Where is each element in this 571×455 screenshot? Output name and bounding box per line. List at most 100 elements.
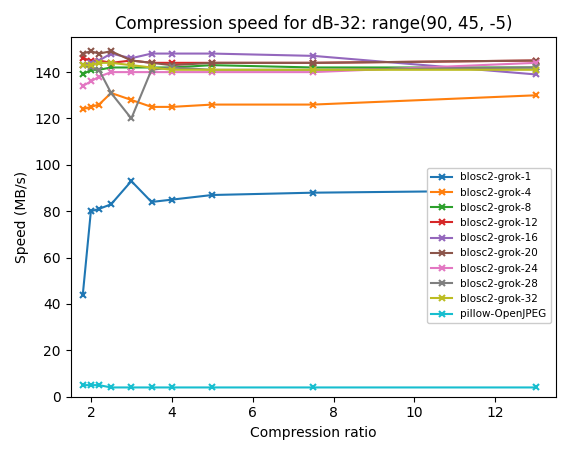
blosc2-grok-8: [79, 72, 86, 77]
blosc2-grok-20: [108, 49, 115, 54]
blosc2-grok-32: [128, 62, 135, 68]
pillow-OpenJPEG: [79, 382, 86, 388]
blosc2-grok-1: [168, 197, 175, 202]
pillow-OpenJPEG: [95, 382, 102, 388]
blosc2-grok-1: [95, 206, 102, 212]
blosc2-grok-32: [87, 62, 94, 68]
blosc2-grok-4: [532, 92, 539, 98]
blosc2-grok-12: [532, 58, 539, 63]
Line: blosc2-grok-12: blosc2-grok-12: [79, 55, 539, 66]
blosc2-grok-4: [148, 104, 155, 110]
blosc2-grok-12: [79, 56, 86, 61]
pillow-OpenJPEG: [532, 385, 539, 390]
blosc2-grok-28: [209, 67, 216, 72]
blosc2-grok-12: [95, 58, 102, 63]
pillow-OpenJPEG: [209, 385, 216, 390]
blosc2-grok-1: [87, 208, 94, 214]
blosc2-grok-12: [168, 60, 175, 66]
blosc2-grok-16: [209, 51, 216, 56]
blosc2-grok-32: [168, 67, 175, 72]
blosc2-grok-28: [168, 65, 175, 70]
blosc2-grok-8: [148, 65, 155, 70]
blosc2-grok-4: [95, 102, 102, 107]
blosc2-grok-32: [108, 60, 115, 66]
blosc2-grok-20: [79, 51, 86, 56]
Line: blosc2-grok-8: blosc2-grok-8: [79, 62, 539, 78]
blosc2-grok-20: [310, 60, 317, 66]
blosc2-grok-8: [532, 65, 539, 70]
blosc2-grok-1: [532, 187, 539, 193]
Legend: blosc2-grok-1, blosc2-grok-4, blosc2-grok-8, blosc2-grok-12, blosc2-grok-16, blo: blosc2-grok-1, blosc2-grok-4, blosc2-gro…: [427, 168, 551, 324]
pillow-OpenJPEG: [168, 385, 175, 390]
blosc2-grok-28: [128, 116, 135, 121]
blosc2-grok-24: [128, 69, 135, 75]
blosc2-grok-20: [532, 58, 539, 63]
blosc2-grok-1: [209, 192, 216, 198]
blosc2-grok-1: [79, 292, 86, 298]
blosc2-grok-8: [95, 67, 102, 72]
blosc2-grok-4: [79, 106, 86, 112]
blosc2-grok-4: [108, 90, 115, 96]
blosc2-grok-24: [209, 69, 216, 75]
blosc2-grok-24: [79, 83, 86, 89]
blosc2-grok-8: [87, 67, 94, 72]
blosc2-grok-16: [310, 53, 317, 59]
blosc2-grok-4: [87, 104, 94, 110]
blosc2-grok-28: [79, 62, 86, 68]
blosc2-grok-20: [148, 60, 155, 66]
Line: blosc2-grok-4: blosc2-grok-4: [79, 90, 539, 113]
blosc2-grok-16: [108, 51, 115, 56]
blosc2-grok-4: [168, 104, 175, 110]
Line: blosc2-grok-24: blosc2-grok-24: [79, 59, 539, 90]
Line: blosc2-grok-1: blosc2-grok-1: [79, 177, 539, 298]
blosc2-grok-8: [209, 62, 216, 68]
blosc2-grok-16: [168, 51, 175, 56]
blosc2-grok-8: [310, 65, 317, 70]
Title: Compression speed for dB-32: range(90, 45, -5): Compression speed for dB-32: range(90, 4…: [115, 15, 512, 33]
blosc2-grok-32: [209, 67, 216, 72]
pillow-OpenJPEG: [87, 382, 94, 388]
Y-axis label: Speed (MB/s): Speed (MB/s): [15, 171, 29, 263]
blosc2-grok-20: [95, 51, 102, 56]
blosc2-grok-24: [532, 60, 539, 66]
blosc2-grok-20: [87, 49, 94, 54]
blosc2-grok-28: [148, 67, 155, 72]
blosc2-grok-1: [148, 199, 155, 205]
blosc2-grok-16: [532, 72, 539, 77]
blosc2-grok-12: [87, 58, 94, 63]
blosc2-grok-32: [79, 62, 86, 68]
blosc2-grok-28: [108, 90, 115, 96]
blosc2-grok-28: [532, 65, 539, 70]
pillow-OpenJPEG: [310, 385, 317, 390]
Line: blosc2-grok-28: blosc2-grok-28: [79, 62, 539, 122]
blosc2-grok-12: [310, 60, 317, 66]
blosc2-grok-1: [310, 190, 317, 195]
blosc2-grok-4: [209, 102, 216, 107]
blosc2-grok-28: [310, 67, 317, 72]
Line: blosc2-grok-20: blosc2-grok-20: [79, 48, 539, 69]
blosc2-grok-16: [87, 60, 94, 66]
blosc2-grok-4: [128, 97, 135, 103]
blosc2-grok-8: [108, 65, 115, 70]
blosc2-grok-16: [79, 62, 86, 68]
blosc2-grok-24: [310, 69, 317, 75]
blosc2-grok-24: [87, 79, 94, 84]
blosc2-grok-1: [108, 202, 115, 207]
blosc2-grok-16: [128, 56, 135, 61]
blosc2-grok-20: [168, 62, 175, 68]
blosc2-grok-32: [310, 67, 317, 72]
blosc2-grok-24: [168, 69, 175, 75]
blosc2-grok-12: [128, 58, 135, 63]
Line: blosc2-grok-32: blosc2-grok-32: [79, 59, 539, 73]
blosc2-grok-12: [209, 60, 216, 66]
blosc2-grok-8: [168, 65, 175, 70]
blosc2-grok-24: [108, 69, 115, 75]
blosc2-grok-32: [532, 67, 539, 72]
Line: pillow-OpenJPEG: pillow-OpenJPEG: [79, 382, 539, 391]
pillow-OpenJPEG: [108, 385, 115, 390]
blosc2-grok-32: [95, 60, 102, 66]
blosc2-grok-24: [148, 69, 155, 75]
blosc2-grok-32: [148, 65, 155, 70]
blosc2-grok-28: [87, 65, 94, 70]
blosc2-grok-1: [128, 178, 135, 184]
